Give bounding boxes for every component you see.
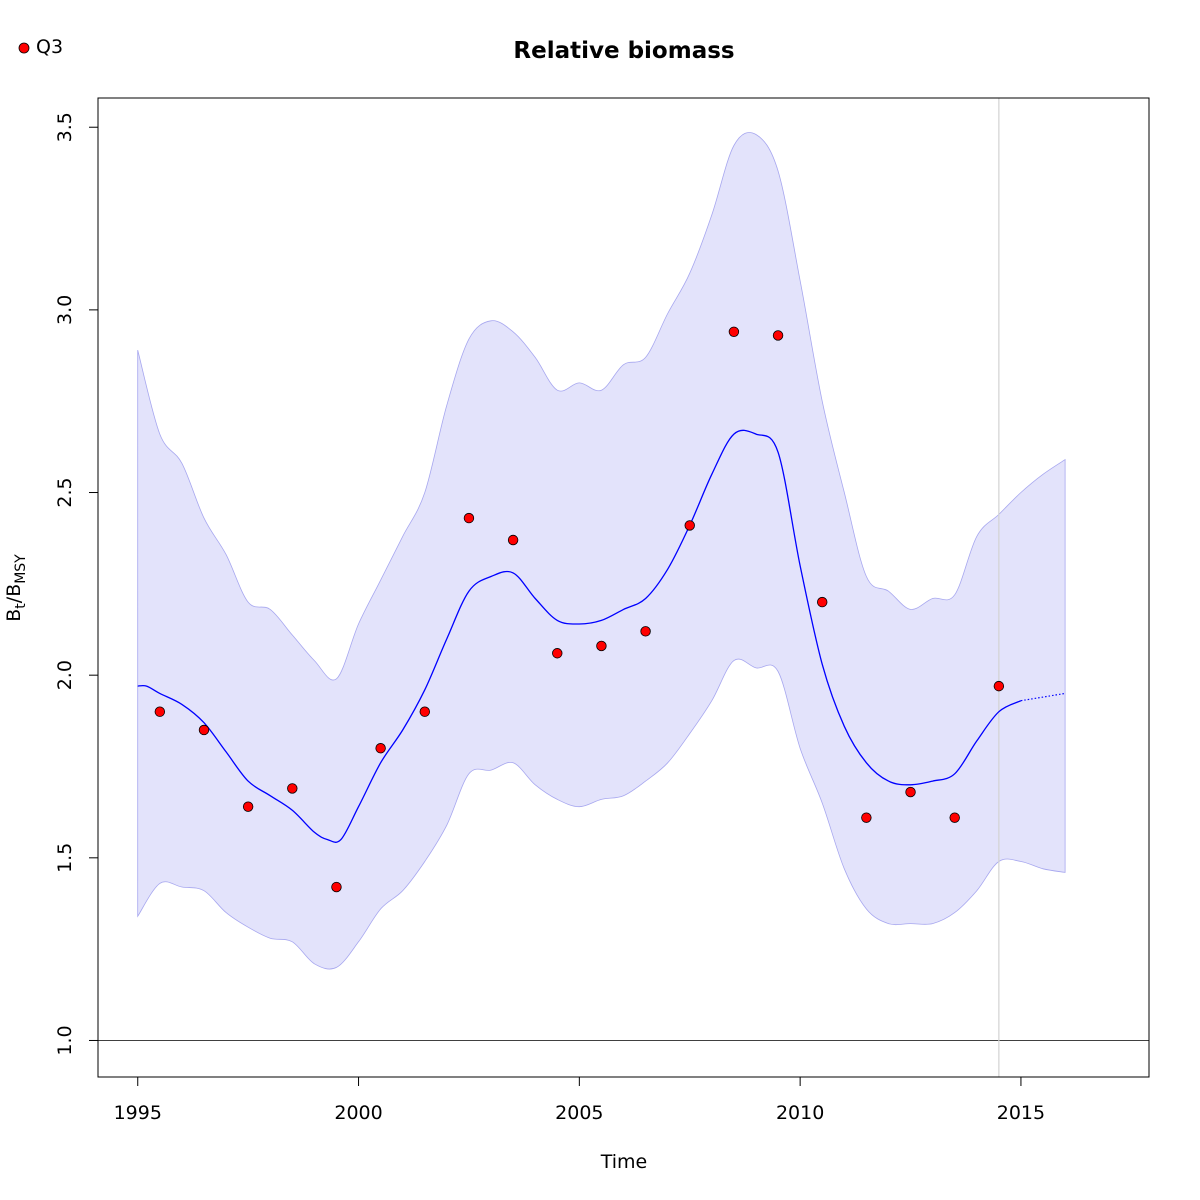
data-point [463, 512, 475, 524]
plot-area [98, 98, 1149, 1077]
y-tick-label: 3.0 [54, 295, 76, 325]
legend-label-q3: Q3 [36, 36, 63, 58]
chart-title: Relative biomass [513, 38, 734, 64]
y-axis-title-slash: /B [3, 584, 25, 603]
y-tick-label: 2.0 [54, 660, 76, 690]
data-point [419, 706, 430, 717]
data-point [772, 330, 784, 341]
y-axis-title-sub2: MSY [13, 554, 29, 584]
y-tick-label: 1.5 [54, 843, 76, 873]
x-tick-label: 1995 [114, 1102, 162, 1124]
data-point [154, 706, 166, 717]
legend-marker-q3 [18, 42, 30, 54]
data-point [905, 786, 916, 798]
data-point [331, 881, 342, 893]
data-point [861, 812, 872, 823]
x-tick-label: 2000 [334, 1102, 382, 1124]
data-point [993, 680, 1005, 692]
data-point [596, 640, 607, 652]
y-axis-title-sub1: t [13, 603, 29, 609]
x-axis-title: Time [600, 1151, 648, 1173]
data-point [640, 626, 651, 637]
estimate-line [137, 429, 1022, 843]
data-point [684, 520, 695, 531]
data-point [728, 326, 740, 337]
y-tick-label: 1.0 [54, 1025, 76, 1055]
data-point [507, 534, 519, 546]
data-point [287, 783, 298, 794]
y-tick-label: 2.5 [54, 477, 76, 507]
data-point [375, 743, 386, 754]
legend: Q3 [18, 36, 63, 58]
data-point [198, 724, 210, 736]
y-axis-title: Bt/BMSY [3, 554, 29, 622]
data-point [242, 801, 254, 812]
forecast-line [1020, 692, 1066, 702]
x-tick-label: 2010 [776, 1102, 824, 1124]
x-tick-label: 2015 [997, 1102, 1045, 1124]
y-axis: 1.0 1.5 2.0 2.5 3.0 3.5 [54, 112, 99, 1056]
data-point [817, 596, 828, 608]
y-axis-title-main: B [3, 609, 25, 622]
x-axis: 1995 2000 2005 2010 2015 [114, 1076, 1045, 1124]
data-point [949, 812, 960, 823]
confidence-band [137, 132, 1066, 970]
x-tick-label: 2005 [555, 1102, 603, 1124]
y-tick-label: 3.5 [54, 112, 76, 142]
data-point [552, 648, 563, 659]
